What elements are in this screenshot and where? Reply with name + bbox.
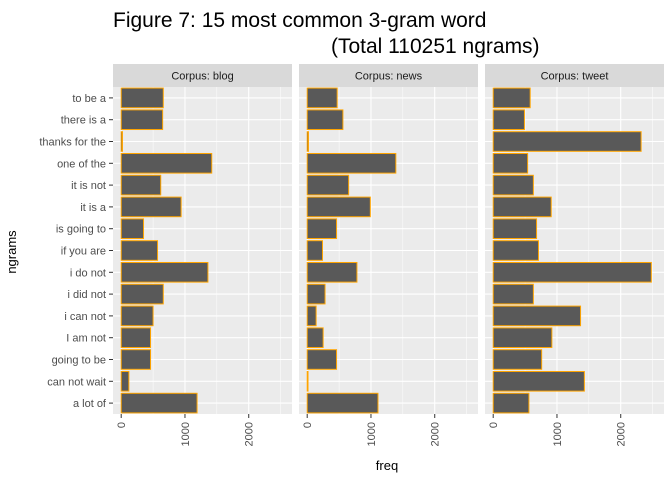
bar-corpus-blog-a-lot-of [120,392,198,414]
bar-corpus-tweet-to-be-a [492,87,531,109]
facet-corpus-news: Corpus: news 0 1000 2000 [299,64,478,446]
bar-corpus-tweet-it-is-not [492,174,534,196]
bar-corpus-news-thanks-for-the [306,131,309,152]
facet-strip-label: Corpus: blog [171,71,233,83]
bar-corpus-tweet-i-am-not [492,327,553,349]
y-tick-label: it is a [80,202,107,214]
y-tick-label: if you are [61,246,106,258]
bar-corpus-blog-is-going-to [120,218,145,240]
bar-corpus-tweet-i-can-not [492,305,582,327]
y-tick-label: there is a [61,115,107,127]
facet-strip [485,64,664,87]
bar-corpus-news-one-of-the [306,152,397,174]
bar-corpus-news-is-going-to [306,218,338,240]
bar-corpus-tweet-i-do-not [492,261,652,283]
y-tick-label: it is not [71,180,106,192]
facet-panels: Corpus: blog 0 1000 2000 Corpus: news 0 1000 20… [113,64,664,446]
x-tick-label: 1000 [366,422,378,446]
x-tick-label: 2000 [430,422,442,446]
y-tick-label: i did not [67,289,106,301]
y-tick-label: I am not [66,333,106,345]
bar-corpus-news-it-is-not [306,174,350,196]
bar-corpus-news-going-to-be [306,349,338,370]
bar-corpus-blog-if-you-are [120,240,159,261]
y-tick-label: can not wait [47,376,106,388]
y-tick-label: to be a [72,93,107,105]
bar-corpus-news-it-is-a [306,196,371,218]
bar-corpus-blog-i-can-not [120,305,154,327]
x-tick-label: 0 [116,422,128,428]
x-tick-label: 2000 [616,422,628,446]
facet-corpus-tweet: Corpus: tweet 0 1000 2000 [485,64,664,446]
bar-corpus-blog-i-did-not [120,283,164,305]
facet-strip-label: Corpus: news [355,71,423,83]
bar-corpus-blog-it-is-not [120,174,162,196]
bar-corpus-news-to-be-a [306,87,338,109]
bar-corpus-blog-one-of-the [120,152,213,174]
bar-corpus-blog-it-is-a [120,196,182,218]
bar-corpus-news-a-lot-of [306,392,379,414]
x-tick-label: 1000 [552,422,564,446]
facet-strip [299,64,478,87]
bar-corpus-news-there-is-a [306,109,344,131]
y-tick-label: i can not [64,311,106,323]
bar-corpus-news-i-am-not [306,327,324,349]
bar-corpus-tweet-thanks-for-the [492,131,642,152]
bar-corpus-tweet-going-to-be [492,349,543,370]
bar-corpus-blog-thanks-for-the [120,131,123,152]
bar-corpus-tweet-a-lot-of [492,392,530,414]
bar-corpus-news-i-do-not [306,261,358,283]
bar-corpus-blog-i-am-not [120,327,152,349]
x-tick-label: 0 [488,422,500,428]
y-tick-label: going to be [52,355,106,367]
facet-strip [113,64,292,87]
y-tick-label: is going to [56,224,106,236]
bar-corpus-tweet-if-you-are [492,240,539,261]
bar-corpus-tweet-i-did-not [492,283,534,305]
bar-corpus-news-if-you-are [306,240,324,261]
chart-title-line1: Figure 7: 15 most common 3-gram word [113,9,486,32]
x-tick-label: 0 [302,422,314,428]
bar-corpus-tweet-one-of-the [492,152,529,174]
bar-corpus-tweet-can-not-wait [492,370,585,392]
chart-title-line2: (Total 110251 ngrams) [331,35,540,58]
bar-corpus-tweet-is-going-to [492,218,538,240]
x-tick-label: 2000 [244,422,256,446]
facet-strip-label: Corpus: tweet [541,71,609,83]
bar-corpus-blog-can-not-wait [120,370,130,392]
bar-corpus-tweet-it-is-a [492,196,552,218]
bar-corpus-blog-to-be-a [120,87,164,109]
y-tick-label: thanks for the [39,137,106,149]
bar-corpus-news-i-did-not [306,283,326,305]
y-axis: to be a there is a thanks for the one of th… [39,93,113,410]
x-tick-label: 1000 [180,422,192,446]
facet-corpus-blog: Corpus: blog 0 1000 2000 [113,64,292,446]
bar-corpus-blog-going-to-be [120,349,152,370]
bar-corpus-news-i-can-not [306,305,317,327]
y-tick-label: a lot of [73,398,107,410]
x-axis-title: freq [376,458,398,473]
bar-corpus-blog-there-is-a [120,109,164,131]
bar-corpus-tweet-there-is-a [492,109,525,131]
y-tick-label: i do not [70,267,106,279]
bar-corpus-blog-i-do-not [120,261,209,283]
bar-corpus-news-can-not-wait [306,370,309,392]
y-tick-label: one of the [57,158,106,170]
y-axis-title: ngrams [4,230,19,274]
